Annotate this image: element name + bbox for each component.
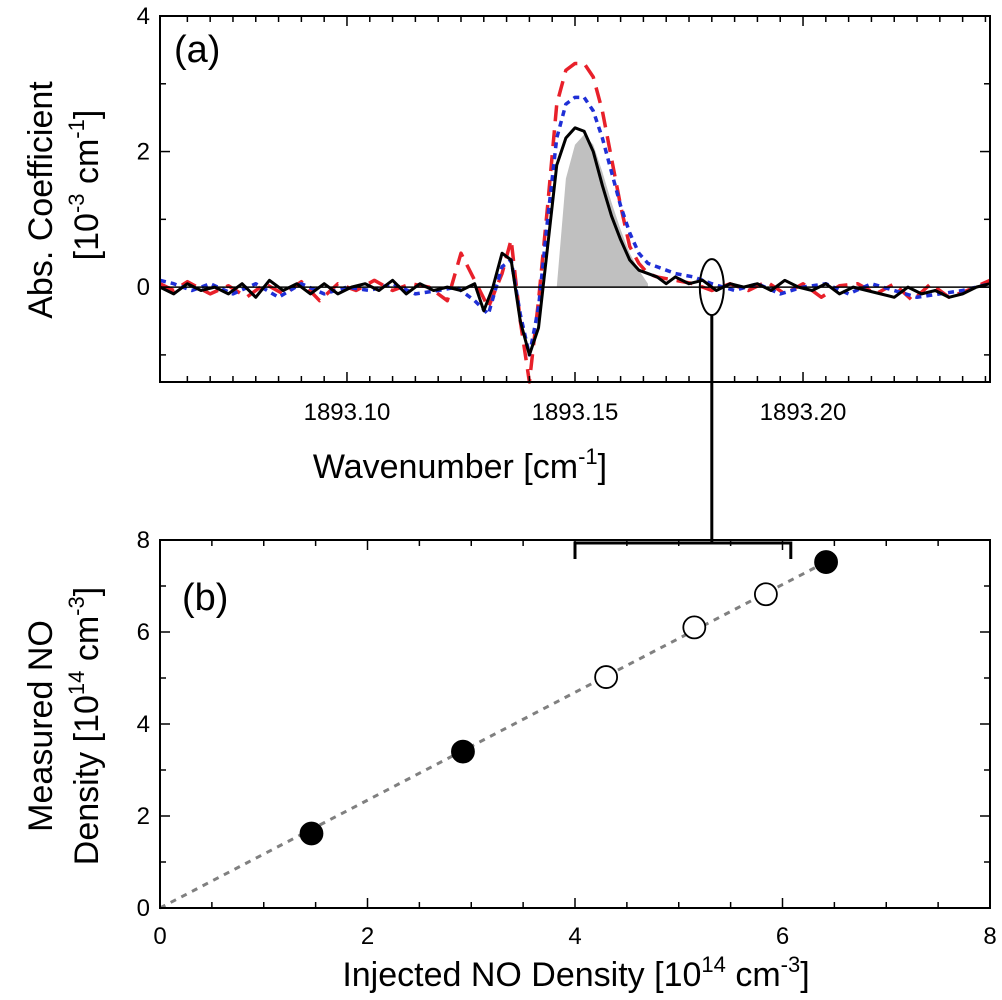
data-point-filled	[451, 739, 475, 764]
panel-b-label: (b)	[182, 577, 228, 619]
y-tick-label: 4	[137, 3, 150, 30]
y-tick-label: 6	[137, 619, 150, 646]
x-tick-label: 1893.20	[760, 399, 847, 426]
panel-b-y-axis-label-line2: Density [1014 cm-3]	[64, 587, 106, 865]
panel-b-y-axis-label-line1: Measured NO	[22, 620, 60, 832]
x-tick-label: 1893.10	[304, 399, 391, 426]
panel-b-frame	[159, 539, 991, 909]
fit-line	[159, 561, 825, 910]
panel-connector	[573, 315, 793, 559]
y-tick-label: 8	[137, 527, 150, 554]
panel-a-label: (a)	[174, 29, 220, 71]
y-tick-label: 4	[137, 711, 150, 738]
data-point-filled	[814, 550, 838, 574]
y-tick-label: 2	[137, 803, 150, 830]
panel-a-frame	[159, 15, 991, 383]
data-point-open	[682, 615, 707, 640]
x-tick-label: 4	[568, 923, 581, 950]
x-tick-label: 0	[153, 923, 166, 950]
data-point-open	[594, 665, 619, 689]
series-line-black-solid	[159, 126, 991, 357]
data-point-filled	[299, 821, 324, 846]
panel-b-x-axis-label: Injected NO Density [1014 cm-3]	[342, 952, 809, 994]
x-tick-label: 2	[361, 923, 374, 950]
y-tick-label: 0	[137, 895, 150, 922]
x-tick-label: 1893.15	[532, 399, 619, 426]
panel-a-x-axis-label: Wavenumber [cm-1]	[313, 444, 607, 486]
x-tick-label: 8	[983, 923, 996, 950]
x-tick-label: 6	[776, 923, 789, 950]
data-point-open	[754, 582, 778, 607]
panel-b: 0 2 4 6 8 0 2 4 6 8 (b) Injected NO Density [1014…	[22, 527, 997, 994]
connector-bracket	[573, 541, 793, 559]
y-tick-label: 0	[137, 274, 150, 301]
panel-a-y-axis-label-line2: [10-3 cm-1]	[64, 110, 106, 261]
y-tick-label: 2	[137, 139, 150, 166]
series-line-red-dashed	[159, 61, 991, 384]
panel-a: 1893.10 1893.15 1893.20 0 2 4 (a) Wavenumber …	[22, 3, 991, 486]
panel-a-y-axis-label-line1: Abs. Coefficient	[22, 81, 60, 319]
